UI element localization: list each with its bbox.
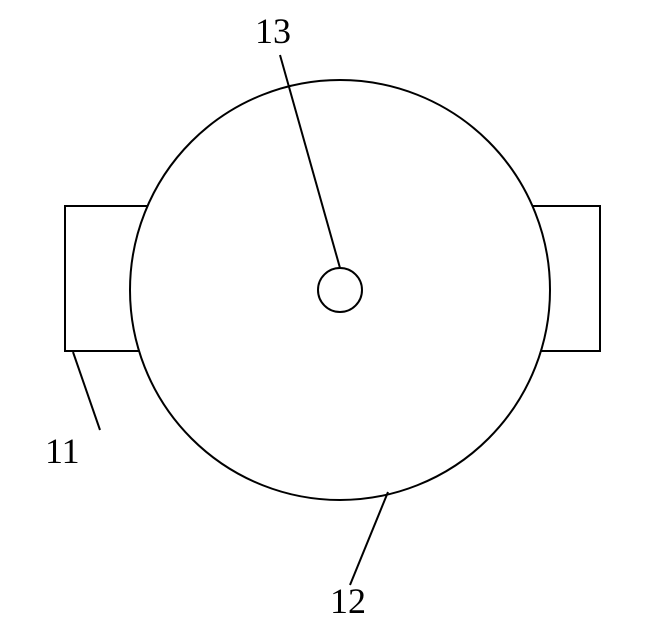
- leader-to-main: [350, 492, 388, 585]
- label-11: 11: [45, 430, 80, 472]
- label-12: 12: [330, 580, 366, 622]
- leader-to-band: [73, 352, 100, 430]
- label-13: 13: [255, 10, 291, 52]
- diagram-canvas: [0, 0, 670, 629]
- main-circle: [130, 80, 550, 500]
